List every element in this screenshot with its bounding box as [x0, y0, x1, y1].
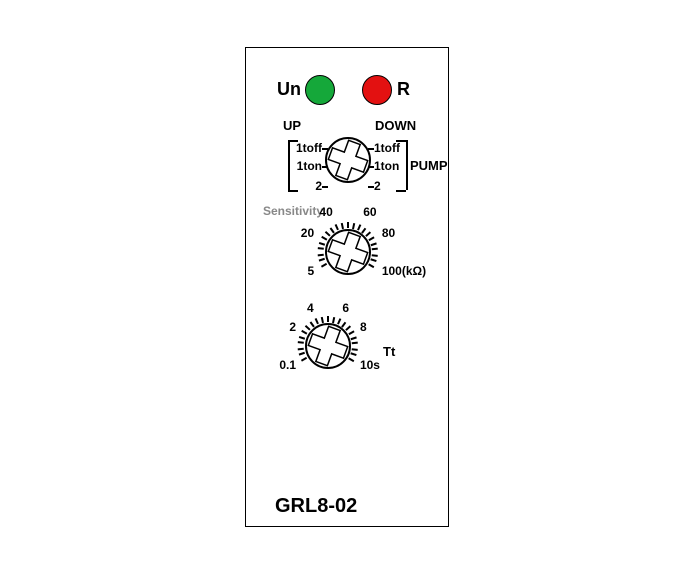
bracket-line: [288, 140, 290, 190]
dial-scale-label: 4: [307, 301, 314, 315]
dial-scale-label: 0.1: [279, 358, 296, 372]
pump-right-mark: 1toff: [374, 141, 400, 155]
mark-tick: [368, 186, 374, 188]
dial-scale-label: 8: [360, 320, 367, 334]
up-label: UP: [283, 118, 301, 133]
pump-left-mark: 1toff: [296, 141, 322, 155]
dial-tick: [352, 348, 358, 350]
bracket-line: [406, 140, 408, 190]
dial-scale-label: 40: [319, 205, 332, 219]
dial-scale-label: 10s: [360, 358, 380, 372]
dial-tick: [372, 254, 378, 256]
sensitivity-title: Sensitivity: [263, 204, 323, 218]
screw-dial-icon[interactable]: [324, 136, 372, 184]
pump-label: PUMP: [410, 158, 448, 173]
pump-left-mark: 1ton: [297, 159, 322, 173]
bracket-line: [288, 190, 298, 192]
dial-scale-label: 2: [289, 320, 296, 334]
dial-scale-label: 6: [342, 301, 349, 315]
dial-scale-label: 5: [307, 264, 314, 278]
screw-dial-icon[interactable]: [324, 228, 372, 276]
time-title: Tt: [383, 344, 395, 359]
dial-scale-label: 60: [363, 205, 376, 219]
dial-scale-label: 100(kΩ): [382, 264, 426, 278]
pump-right-mark: 2: [374, 179, 381, 193]
led-r: [362, 75, 392, 105]
dial-scale-label: 20: [301, 226, 314, 240]
device-panel: [245, 47, 449, 527]
model-number: GRL8-02: [275, 495, 357, 518]
down-label: DOWN: [375, 118, 416, 133]
screw-dial-icon[interactable]: [304, 322, 352, 370]
mark-tick: [322, 186, 328, 188]
led-r-label: R: [397, 79, 410, 100]
led-un-label: Un: [277, 79, 301, 100]
pump-right-mark: 1ton: [374, 159, 399, 173]
bracket-line: [396, 190, 406, 192]
pump-left-mark: 2: [315, 179, 322, 193]
dial-scale-label: 80: [382, 226, 395, 240]
led-un: [305, 75, 335, 105]
